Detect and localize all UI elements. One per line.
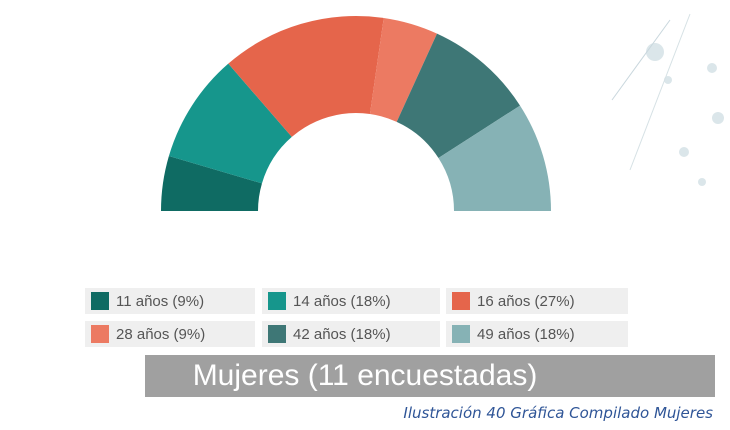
page: {"chart_data": {"type": "pie", "categori… — [0, 0, 730, 430]
chart: Mujeres (11 encuestadas) Ilustración 40 … — [0, 0, 730, 430]
legend-swatch — [268, 325, 286, 343]
legend-label: 28 años (9%) — [116, 326, 205, 343]
legend-swatch — [452, 325, 470, 343]
legend-label: 14 años (18%) — [293, 293, 391, 310]
chart-title: Mujeres (11 encuestadas) — [193, 359, 538, 392]
legend-label: 11 años (9%) — [116, 293, 204, 310]
caption: Ilustración 40 Gráfica Compilado Mujeres — [403, 404, 713, 422]
legend-swatch — [268, 292, 286, 310]
legend-swatch — [452, 292, 470, 310]
decoration — [612, 14, 724, 186]
legend-label: 16 años (27%) — [477, 293, 575, 310]
legend-swatch — [91, 292, 109, 310]
legend-label: 42 años (18%) — [293, 326, 391, 343]
legend-swatch — [91, 325, 109, 343]
legend-label: 49 años (18%) — [477, 326, 575, 343]
